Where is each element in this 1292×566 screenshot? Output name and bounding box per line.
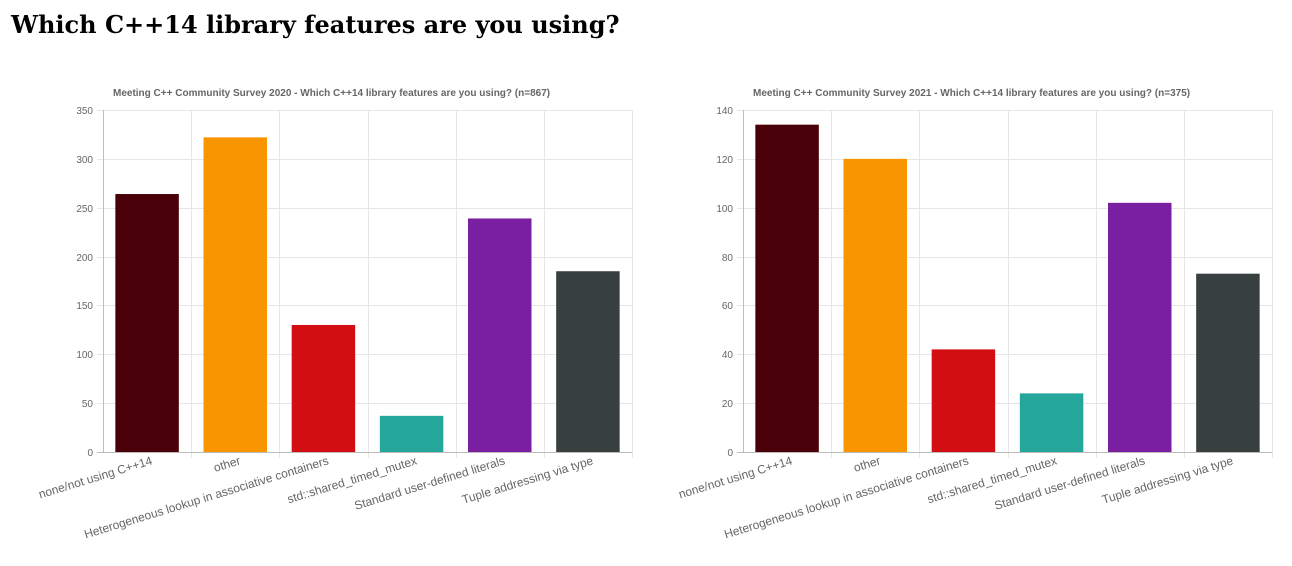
chart-0-y-tick-label: 150 (76, 301, 93, 312)
chart-0-title: Meeting C++ Community Survey 2020 - Whic… (113, 88, 550, 99)
chart-1-bar (1108, 202, 1172, 452)
chart-1-bar (931, 349, 996, 452)
chart-1-x-tick-label: none/not using C++14 (677, 453, 794, 501)
chart-2020-svg: Meeting C++ Community Survey 2020 - Whic… (37, 88, 633, 541)
chart-1-y-tick-label: 40 (722, 350, 734, 361)
chart-0-y-tick-label: 0 (87, 448, 93, 459)
chart-0-bar (379, 415, 444, 452)
chart-0-x-tick-label: other (212, 453, 242, 474)
chart-1-y-tick-label: 80 (722, 253, 734, 264)
chart-0-bar (468, 218, 532, 452)
chart-1-y-tick-label: 120 (716, 155, 733, 166)
chart-1-x-tick-label: other (852, 453, 882, 474)
chart-2021-svg: Meeting C++ Community Survey 2021 - Whic… (677, 88, 1273, 541)
chart-1-y-tick-label: 20 (722, 399, 734, 410)
chart-2021: Meeting C++ Community Survey 2021 - Whic… (640, 76, 1280, 562)
chart-1-y-tick-label: 0 (727, 448, 733, 459)
chart-1-y-tick-label: 140 (716, 106, 733, 117)
chart-1-bar (1019, 393, 1084, 452)
chart-0-y-tick-label: 200 (76, 253, 93, 264)
chart-0-x-tick-label: none/not using C++14 (37, 453, 154, 501)
chart-0-bar (556, 271, 620, 452)
chart-0-y-tick-label: 100 (76, 350, 93, 361)
chart-0-x-tick-label: Standard user-defined literals (353, 453, 507, 512)
chart-1-bar (1196, 273, 1260, 452)
chart-1-bar (755, 124, 819, 453)
chart-1-y-tick-label: 100 (716, 204, 733, 215)
chart-0-y-tick-label: 50 (82, 399, 94, 410)
chart-2020: Meeting C++ Community Survey 2020 - Whic… (0, 76, 640, 562)
page-title: Which C++14 library features are you usi… (11, 10, 620, 39)
chart-1-y-tick-label: 60 (722, 301, 734, 312)
chart-1-x-tick-label: Standard user-defined literals (993, 453, 1147, 512)
chart-1-bar (843, 158, 907, 452)
chart-0-bar (115, 194, 179, 452)
chart-0-y-tick-label: 250 (76, 204, 93, 215)
chart-1-title: Meeting C++ Community Survey 2021 - Whic… (753, 88, 1190, 99)
chart-0-y-tick-label: 350 (76, 106, 93, 117)
chart-0-bar (203, 137, 267, 453)
chart-0-y-tick-label: 300 (76, 155, 93, 166)
chart-0-bar (291, 324, 356, 452)
